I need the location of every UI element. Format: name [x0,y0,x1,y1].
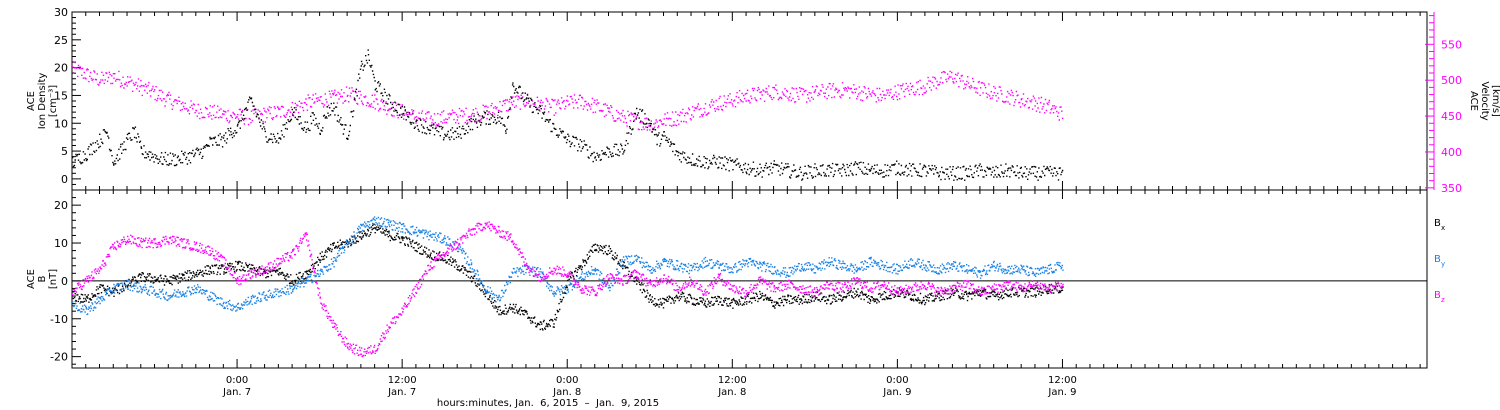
velocity-tick-label: 500 [1441,74,1462,87]
x-tick-label-day: Jan. 8 [717,387,746,398]
density-velocity-panel: 0 5 10 15 20 25 30 350 400 450 500 550 ACE Ion Den… [26,6,1500,195]
x-tick-label-day: Jan. 8 [552,387,581,398]
legend-bz-subscript: z [1441,296,1445,304]
x-tick-label-time: 0:00 [556,375,578,386]
velocity-tick-label: 350 [1441,182,1462,195]
left-tick-label: 30 [54,6,68,19]
x-tick-label-day: Jan. 7 [387,387,416,398]
field-axis-label-line-3: [nT] [48,269,59,289]
left-tick-label: 10 [54,117,68,130]
density-axis-label-line-2: Ion Density [37,73,48,130]
legend-bx-subscript: x [1441,224,1445,232]
x-tick-label-day: Jan. 9 [1047,387,1076,398]
left-tick-label: 15 [54,89,68,102]
density-axis-label-line-3: [cm⁻³] [48,85,59,117]
left-tick-label: -10 [50,313,68,326]
left-tick-label: 5 [61,145,68,158]
bz-series [72,221,1064,358]
velocity-axis-label-line-3: [km/s] [1490,85,1500,117]
x-tick-label-day: Jan. 7 [222,387,251,398]
field-axis-label-line-1: ACE [26,269,37,289]
left-tick-label: 20 [54,62,68,75]
x-tick-label-time: 12:00 [388,375,417,386]
x-tick-label-time: 0:00 [886,375,908,386]
x-tick-label-time: 12:00 [1048,375,1077,386]
legend-by-subscript: y [1441,260,1445,268]
legend-bz: B [1434,290,1441,301]
velocity-tick-label: 450 [1441,110,1462,123]
density-series [72,49,1064,181]
velocity-tick-label: 400 [1441,146,1462,159]
bx-series [72,223,1064,331]
x-tick-label-time: 0:00 [226,375,248,386]
velocity-axis-label-line-1: ACE [1468,91,1479,111]
field-axis-ticks: -20 -10 0 10 20 [50,189,81,365]
velocity-series [72,61,1064,133]
bottom-panel-x-ticks [71,190,1421,368]
velocity-tick-label: 550 [1441,38,1462,51]
legend-bx: B [1434,218,1441,229]
left-tick-label: 0 [61,275,68,288]
field-axis-label-line-2: B [37,275,48,282]
density-axis-ticks: 0 5 10 15 20 25 30 [54,6,81,191]
top-panel-x-ticks [71,12,1421,190]
x-tick-label-time: 12:00 [718,375,747,386]
bottom-panel-frame [71,189,1428,369]
x-tick-label-day: Jan. 9 [882,387,911,398]
velocity-axis-label-line-2: Velocity [1479,81,1490,120]
left-tick-label: 25 [54,34,68,47]
left-tick-label: 0 [61,173,68,186]
left-tick-label: -20 [50,351,68,364]
magnetic-field-series [72,216,1064,358]
time-axis-title: hours:minutes, Jan. 6, 2015 – Jan. 9, 20… [437,398,659,409]
by-series [72,216,1064,316]
left-tick-label: 20 [54,199,68,212]
density-velocity-series [72,49,1064,181]
left-tick-label: 10 [54,237,68,250]
velocity-axis-ticks: 350 400 450 500 550 [1425,12,1462,195]
legend-by: B [1434,254,1441,265]
density-axis-label-line-1: ACE [26,91,37,111]
